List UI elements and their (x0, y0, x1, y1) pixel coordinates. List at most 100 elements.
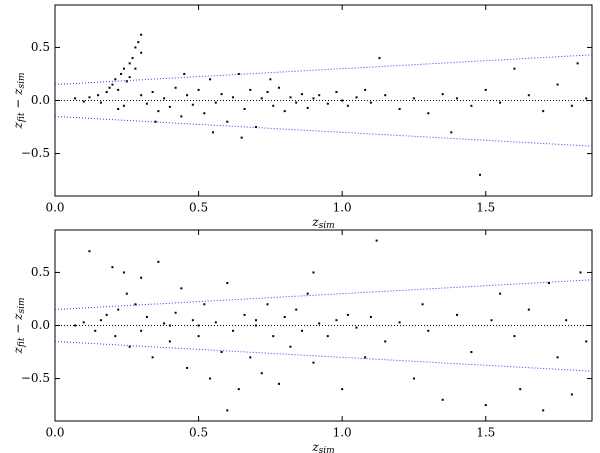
data-point (499, 292, 502, 295)
label-part: z (311, 215, 319, 229)
data-point (214, 101, 217, 104)
data-point (94, 329, 97, 332)
data-point (295, 308, 298, 311)
data-point (99, 101, 102, 104)
data-point (456, 97, 459, 100)
data-point (312, 271, 315, 274)
data-point (145, 102, 148, 105)
data-point (249, 88, 252, 91)
y-tick-label: 0.5 (31, 40, 50, 54)
data-point (163, 322, 166, 325)
data-point (111, 83, 114, 86)
data-point (232, 329, 235, 332)
x-tick-label: 0.5 (189, 426, 208, 440)
data-point (479, 173, 482, 176)
data-point (427, 112, 430, 115)
data-point (341, 388, 344, 391)
subscript: fit (17, 337, 27, 348)
data-point (547, 282, 550, 285)
data-point (203, 112, 206, 115)
data-point (125, 292, 128, 295)
data-point (456, 313, 459, 316)
data-point (295, 101, 298, 104)
data-point (88, 250, 91, 253)
data-point (137, 41, 140, 44)
data-point (134, 303, 137, 306)
data-point (74, 97, 77, 100)
data-point (335, 91, 338, 94)
data-point (565, 319, 568, 322)
data-point (117, 308, 120, 311)
data-point (220, 93, 223, 96)
data-point (151, 91, 154, 94)
y-axis-label: zfit − zsim (11, 73, 27, 130)
data-point (318, 94, 321, 97)
reference-line (54, 340, 593, 372)
data-point (163, 97, 166, 100)
data-point (570, 393, 573, 396)
data-point (226, 282, 229, 285)
data-point (335, 319, 338, 322)
data-point (211, 131, 214, 134)
data-point (272, 104, 275, 107)
data-point (145, 316, 148, 319)
data-point (398, 321, 401, 324)
data-point (128, 76, 131, 79)
data-point (140, 94, 143, 97)
data-point (157, 110, 160, 113)
data-point (140, 51, 143, 54)
data-point (375, 239, 378, 242)
reference-line (54, 115, 593, 147)
data-point (450, 131, 453, 134)
label-part: − z (11, 88, 25, 113)
data-point (82, 100, 85, 103)
subscript: sim (319, 446, 335, 453)
data-point (168, 340, 171, 343)
label-part: − z (11, 313, 25, 338)
data-point (579, 271, 582, 274)
data-point (197, 88, 200, 91)
data-point (131, 57, 134, 60)
data-point (513, 67, 516, 70)
data-point (168, 324, 171, 327)
data-point (427, 329, 430, 332)
data-point (243, 107, 246, 110)
data-point (74, 324, 77, 327)
data-point (240, 136, 243, 139)
data-point (220, 351, 223, 354)
data-point (300, 93, 303, 96)
data-point (180, 115, 183, 118)
data-point (134, 46, 137, 49)
data-point (355, 96, 358, 99)
data-point (122, 67, 125, 70)
x-axis-label: zsim (311, 440, 334, 453)
data-point (277, 382, 280, 385)
x-tick-label: 1.0 (333, 426, 352, 440)
data-point (120, 72, 123, 75)
data-point (421, 303, 424, 306)
data-point (378, 57, 381, 60)
label-part: z (11, 122, 25, 130)
data-point (289, 345, 292, 348)
data-point (412, 97, 415, 100)
data-point (226, 120, 229, 123)
data-point (527, 94, 530, 97)
data-point (283, 110, 286, 113)
data-point (519, 388, 522, 391)
data-point (157, 260, 160, 263)
data-point (186, 94, 189, 97)
data-point (197, 324, 200, 327)
data-point (191, 103, 194, 106)
data-point (243, 313, 246, 316)
data-point (122, 104, 125, 107)
reference-line (54, 54, 593, 86)
data-point (355, 326, 358, 329)
data-point (249, 356, 252, 359)
data-point (114, 78, 117, 81)
label-part: z (11, 347, 25, 355)
y-tick-label: 0.0 (31, 93, 50, 107)
y-tick-label: −0.5 (21, 371, 50, 385)
data-point (260, 97, 263, 100)
data-point (117, 107, 120, 110)
subscript: sim (17, 298, 27, 314)
